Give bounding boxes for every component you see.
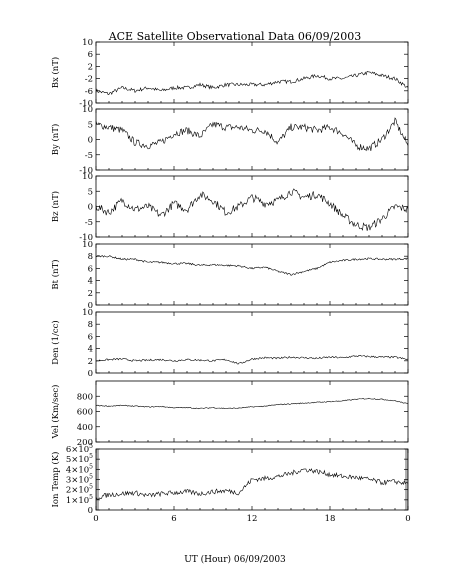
y-tick-label-ion_temp: 6×105 <box>66 443 93 455</box>
y-tick-label-ion_temp: 0 <box>88 506 93 516</box>
x-tick-label: 12 <box>247 514 258 524</box>
x-axis-label: UT (Hour) 06/09/2003 <box>184 554 286 565</box>
y-tick-label-by: 0 <box>88 136 93 146</box>
y-tick-exponent: 5 <box>89 494 93 501</box>
y-axis-label-den: Den (1/cc) <box>50 320 61 364</box>
series-by <box>95 117 409 152</box>
y-tick-label-den: 10 <box>82 308 93 318</box>
y-tick-label-bx: -10 <box>79 99 93 109</box>
y-tick-label-den: 4 <box>88 345 93 355</box>
y-tick-exponent: 5 <box>89 484 93 491</box>
series-ion_temp <box>95 468 409 500</box>
y-tick-exponent: 5 <box>89 453 93 460</box>
y-tick-exponent: 5 <box>89 463 93 470</box>
y-tick-label-by: -10 <box>79 166 93 176</box>
y-tick-exponent: 5 <box>89 443 93 450</box>
y-tick-label-by: 5 <box>88 120 93 130</box>
y-tick-label-ion_temp: 2×105 <box>66 484 93 496</box>
y-tick-label-bx: -2 <box>85 75 93 85</box>
y-tick-label-bt: 2 <box>88 289 93 299</box>
panel-vel: 800 600 400 200 Vel (Km/sec) <box>50 380 409 448</box>
panel-frame-bx <box>95 41 409 104</box>
y-axis-label-bt: Bt (nT) <box>50 259 61 289</box>
y-tick-label-den: 2 <box>88 357 93 367</box>
chart-title: ACE Satellite Observational Data 06/09/2… <box>108 30 362 43</box>
y-tick-label-ion_temp: 5×105 <box>66 453 93 465</box>
series-den <box>95 355 409 365</box>
y-tick-label-vel: 600 <box>77 408 93 418</box>
panel-bt: 10 8 6 4 2 0 Bt (nT) <box>50 240 409 311</box>
y-tick-label-by: -5 <box>85 151 93 161</box>
series-vel <box>95 397 409 410</box>
y-tick-label-den: 0 <box>88 369 93 379</box>
y-tick-label-ion_temp: 4×105 <box>66 463 93 475</box>
x-tick-label: 18 <box>325 514 336 524</box>
y-tick-label-bt: 0 <box>88 301 93 311</box>
y-tick-label-bt: 8 <box>88 252 93 262</box>
y-tick-label-ion_temp: 1×105 <box>66 494 93 506</box>
y-tick-label-bt: 4 <box>88 277 93 287</box>
panel-frame-bt <box>95 243 409 306</box>
y-axis-label-bx: Bx (nT) <box>50 57 61 89</box>
y-tick-label-vel: 200 <box>77 438 93 448</box>
panel-bz: 10 5 0 -5 -10 Bz (nT) <box>50 172 409 243</box>
x-tick-label: 0 <box>405 514 410 524</box>
series-bx <box>95 71 409 95</box>
y-axis-label-ion_temp: Ion Temp (K) <box>50 452 61 508</box>
y-axis-label-bz: Bz (nT) <box>50 191 61 222</box>
x-tick-label: 6 <box>171 514 176 524</box>
y-tick-label-ion_temp: 3×105 <box>66 474 93 486</box>
y-tick-label-by: 10 <box>82 105 93 115</box>
y-tick-label-bz: -5 <box>85 218 93 228</box>
panel-frame-den <box>95 311 409 374</box>
y-tick-label-bz: -10 <box>79 233 93 243</box>
panel-by: 10 5 0 -5 -10 By (nT) <box>50 105 409 176</box>
y-tick-label-vel: 400 <box>77 423 93 433</box>
y-tick-label-bx: 6 <box>88 50 93 60</box>
y-axis-label-by: By (nT) <box>50 124 61 156</box>
panel-den: 10 8 6 4 2 0 Den (1/cc) <box>50 308 409 379</box>
panel-frame-vel <box>95 380 409 443</box>
y-tick-label-bz: 5 <box>88 187 93 197</box>
y-tick-label-vel: 800 <box>77 392 93 402</box>
x-tick-label: 0 <box>93 514 98 524</box>
y-tick-label-bx: 2 <box>88 62 93 72</box>
panel-frame-ion_temp <box>95 448 409 511</box>
series-bz <box>95 188 409 231</box>
panel-frame-by <box>95 108 409 171</box>
y-tick-label-den: 6 <box>88 332 93 342</box>
y-tick-label-bt: 6 <box>88 264 93 274</box>
y-tick-label-bz: 10 <box>82 172 93 182</box>
y-axis-label-vel: Vel (Km/sec) <box>50 385 61 440</box>
y-tick-label-bt: 10 <box>82 240 93 250</box>
y-tick-label-bx: 10 <box>82 38 93 48</box>
panel-bx: 10 6 2 -2 -6 -10 Bx (nT) <box>50 38 409 109</box>
y-tick-label-den: 8 <box>88 320 93 330</box>
y-tick-label-bz: 0 <box>88 203 93 213</box>
panel-frame-bz <box>95 175 409 238</box>
y-tick-label-bx: -6 <box>85 87 93 97</box>
series-bt <box>95 255 409 276</box>
y-tick-exponent: 5 <box>89 474 93 481</box>
